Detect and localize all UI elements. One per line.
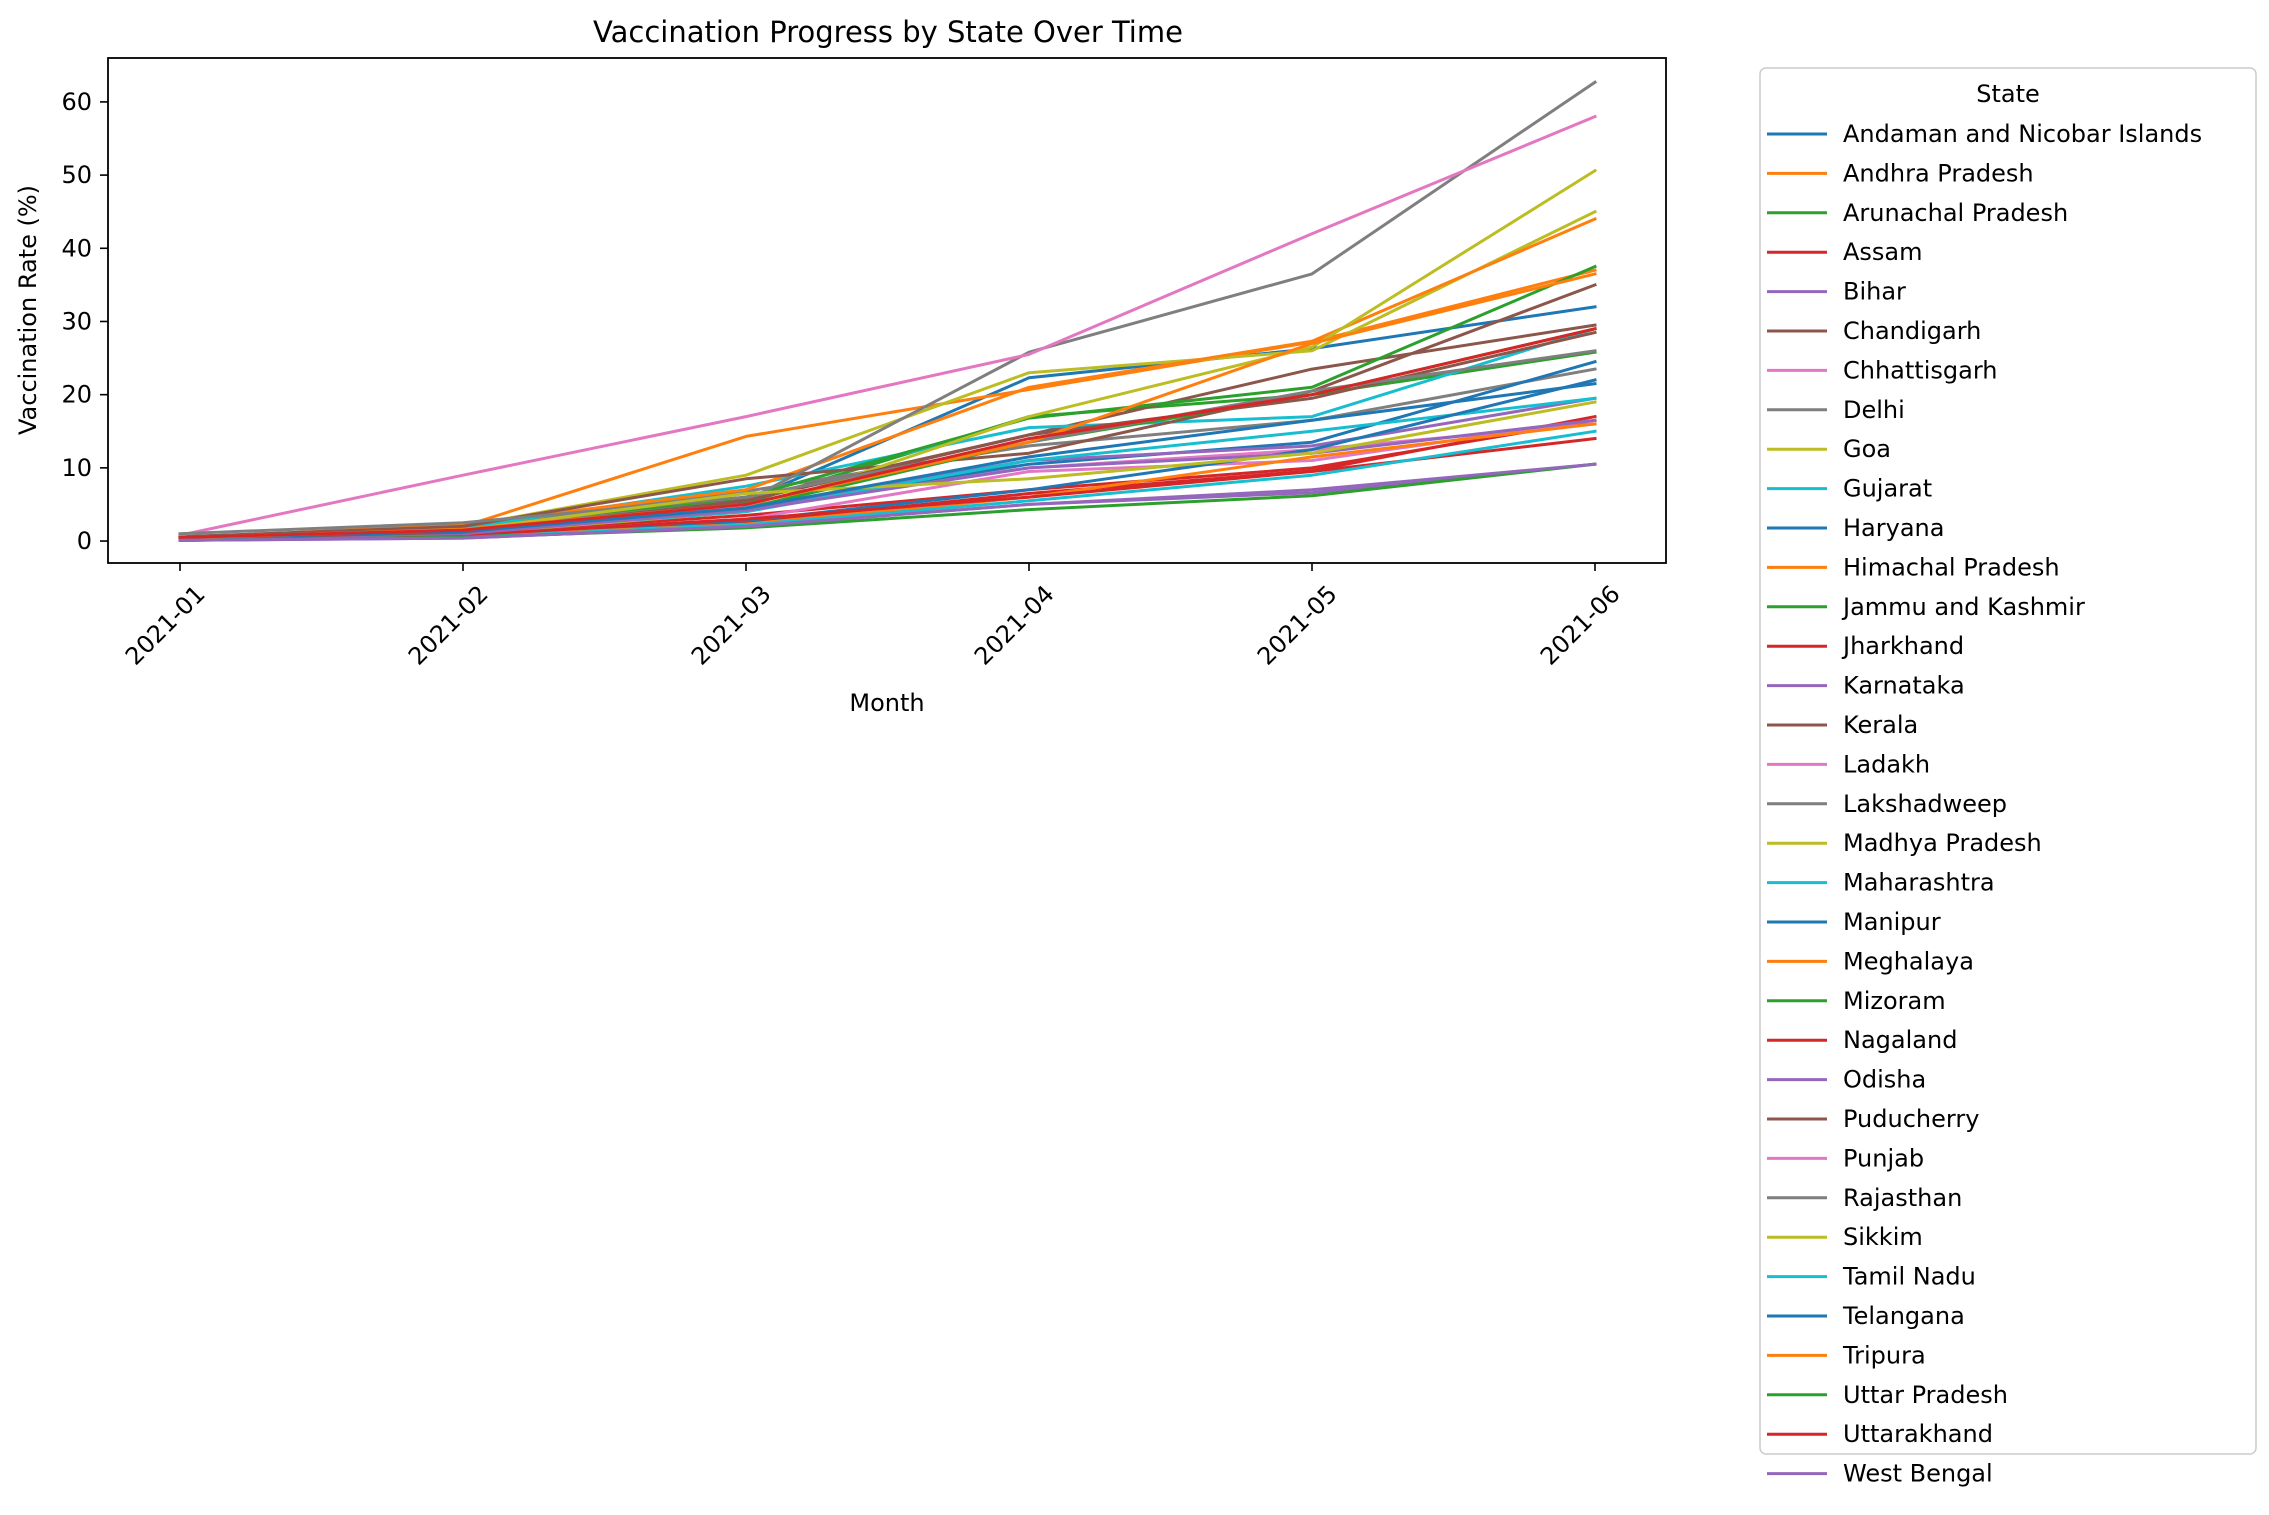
- y-tick-label: 30: [61, 307, 92, 335]
- x-tick-label: 2021-04: [969, 580, 1060, 671]
- x-tick-label: 2021-01: [120, 580, 211, 671]
- legend-label-3: Assam: [1843, 238, 1923, 266]
- legend-label-20: Manipur: [1843, 908, 1941, 936]
- legend-label-28: Sikkim: [1843, 1223, 1923, 1251]
- legend-label-4: Bihar: [1843, 278, 1906, 306]
- y-tick-label: 40: [61, 234, 92, 262]
- legend-label-31: Tripura: [1842, 1341, 1926, 1369]
- x-tick-label: 2021-02: [403, 580, 494, 671]
- plot-frame: [107, 57, 1667, 564]
- series-line-26: [178, 114, 1597, 537]
- series-line-15: [178, 282, 1597, 539]
- legend-label-6: Chhattisgarh: [1843, 356, 1997, 384]
- series-line-34: [178, 462, 1597, 542]
- series-line-33: [178, 326, 1597, 539]
- legend-label-27: Rajasthan: [1843, 1184, 1962, 1212]
- legend-label-5: Chandigarh: [1843, 317, 1981, 345]
- y-tick-label: 10: [61, 454, 92, 482]
- legend-title: State: [1976, 80, 2040, 108]
- y-tick-label: 0: [77, 527, 92, 555]
- legend-label-1: Andhra Pradesh: [1843, 159, 2034, 187]
- legend-frame: [1759, 67, 2257, 1455]
- legend-label-18: Madhya Pradesh: [1843, 829, 2042, 857]
- legend-label-25: Puducherry: [1843, 1105, 1979, 1133]
- legend-label-16: Ladakh: [1843, 750, 1930, 778]
- x-axis-ticks: 2021-01 2021-02 2021-03 2021-04 2021-05 2021-…: [120, 563, 1626, 671]
- y-tick-label: 60: [61, 88, 92, 116]
- legend-label-24: Odisha: [1843, 1066, 1926, 1094]
- legend-label-7: Delhi: [1843, 396, 1905, 424]
- legend-label-12: Jammu and Kashmir: [1841, 593, 2085, 621]
- series-line-11: [178, 217, 1597, 540]
- legend-label-14: Karnataka: [1843, 672, 1965, 700]
- y-tick-label: 20: [61, 381, 92, 409]
- legend-label-29: Tamil Nadu: [1842, 1263, 1976, 1291]
- legend-label-0: Andaman and Nicobar Islands: [1843, 120, 2202, 148]
- legend: State Andaman and Nicobar Islands Andhra …: [1759, 67, 2257, 1488]
- y-tick-label: 50: [61, 161, 92, 189]
- legend-label-9: Gujarat: [1843, 475, 1932, 503]
- x-tick-label: 2021-06: [1535, 580, 1626, 671]
- series-line-12: [178, 264, 1597, 541]
- legend-label-30: Telangana: [1842, 1302, 1965, 1330]
- legend-items: Andaman and Nicobar Islands Andhra Prades…: [1767, 120, 2202, 1488]
- x-tick-label: 2021-05: [1252, 580, 1343, 671]
- legend-label-11: Himachal Pradesh: [1843, 553, 2060, 581]
- y-axis-ticks: 0 10 20 30 40 50 60: [61, 88, 108, 555]
- legend-label-32: Uttar Pradesh: [1843, 1381, 2008, 1409]
- chart-title: Vaccination Progress by State Over Time: [593, 15, 1183, 49]
- x-axis-title: Month: [849, 689, 924, 717]
- legend-label-15: Kerala: [1843, 711, 1918, 739]
- legend-label-8: Goa: [1843, 435, 1891, 463]
- legend-label-21: Meghalaya: [1843, 947, 1974, 975]
- legend-label-26: Punjab: [1843, 1144, 1924, 1172]
- legend-label-2: Arunachal Pradesh: [1843, 199, 2068, 227]
- series-layer: [178, 80, 1598, 542]
- legend-label-19: Maharashtra: [1843, 869, 1995, 897]
- y-axis-title: Vaccination Rate (%): [14, 185, 42, 435]
- x-tick-label: 2021-03: [686, 580, 777, 671]
- legend-label-34: West Bengal: [1843, 1460, 1993, 1488]
- legend-label-22: Mizoram: [1843, 987, 1946, 1015]
- legend-label-17: Lakshadweep: [1843, 790, 2007, 818]
- legend-label-10: Haryana: [1843, 514, 1944, 542]
- legend-label-13: Jharkhand: [1841, 632, 1964, 660]
- legend-label-33: Uttarakhand: [1843, 1420, 1993, 1448]
- legend-label-23: Nagaland: [1843, 1026, 1957, 1054]
